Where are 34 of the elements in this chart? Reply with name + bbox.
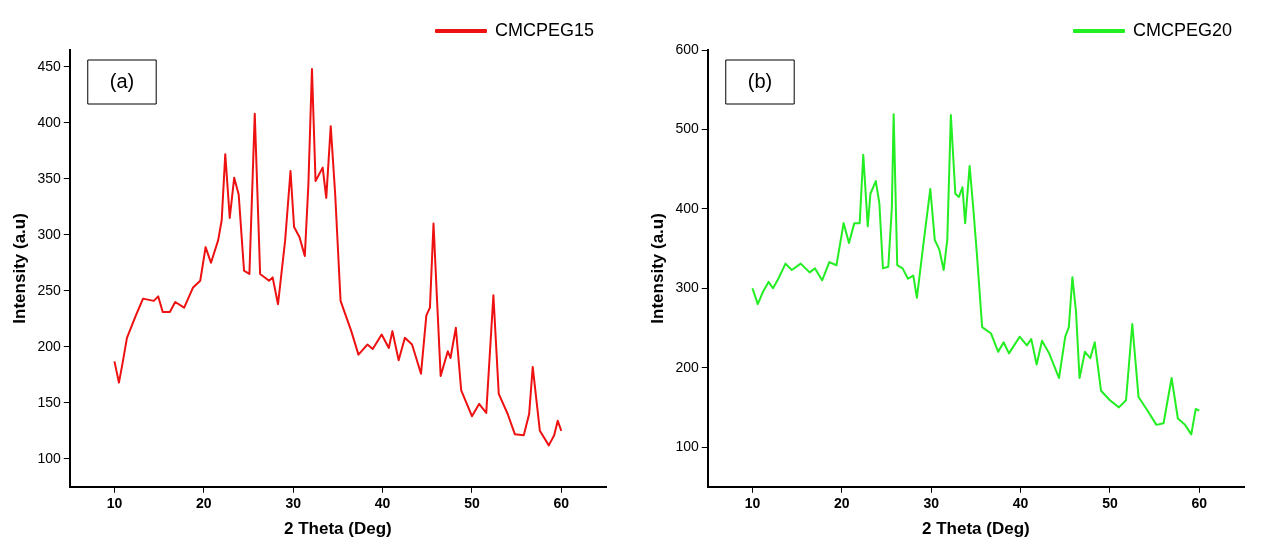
x-tick-label: 50 [464,495,480,512]
annotation: (a) [109,69,135,92]
y-tick-label: 200 [37,337,61,354]
x-axis-title: 2 Theta (Deg) [922,519,1030,539]
x-tick-label: 50 [1102,495,1118,512]
x-tick-label: 10 [744,495,761,512]
y-tick-label: 500 [675,120,699,137]
y-tick-label: 400 [37,113,61,130]
y-tick-label: 600 [675,40,699,57]
x-tick-label: 30 [923,495,940,512]
x-tick-label: 40 [1012,495,1029,512]
x-tick-label: 60 [553,495,570,512]
y-axis-title: Intensity (a.u) [9,213,29,324]
y-tick-label: 150 [37,393,61,410]
y-tick-label: 250 [37,281,61,298]
y-tick-label: 100 [37,449,61,466]
x-axis-title: 2 Theta (Deg) [284,519,392,539]
y-tick-label: 300 [675,279,699,296]
y-tick-label: 450 [37,57,61,74]
x-tick-label: 20 [834,495,850,512]
annotation: (b) [747,69,773,92]
legend-label: CMCPEG15 [494,19,594,40]
y-tick-label: 200 [675,358,699,375]
y-axis-title: Intensity (a.u) [647,213,667,324]
x-tick-label: 20 [196,495,212,512]
y-tick-label: 350 [37,169,61,186]
y-tick-label: 100 [675,437,699,454]
legend-label: CMCPEG20 [1132,19,1232,40]
y-tick-label: 300 [37,225,61,242]
x-tick-label: 30 [285,495,302,512]
x-tick-label: 60 [1191,495,1208,512]
x-tick-label: 40 [374,495,391,512]
y-tick-label: 400 [675,199,699,216]
x-tick-label: 10 [106,495,123,512]
